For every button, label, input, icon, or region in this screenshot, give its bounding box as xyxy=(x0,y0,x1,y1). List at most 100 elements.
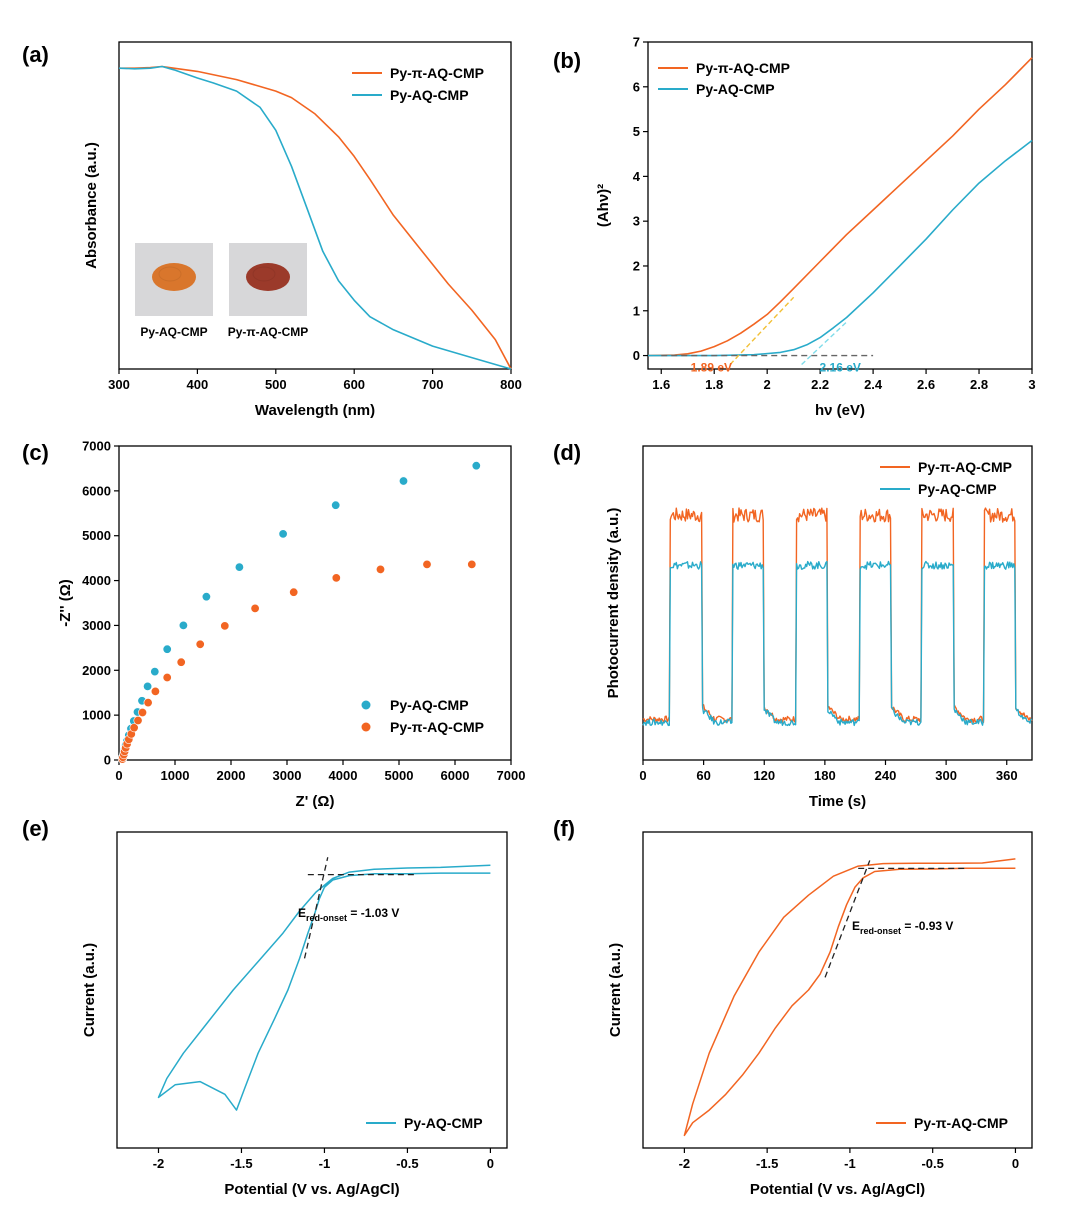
y-tick-label: 5 xyxy=(633,124,640,139)
series-line-py-pi-aq-cmp xyxy=(642,507,1033,723)
tangent-line xyxy=(824,860,871,978)
onset-main: E xyxy=(852,919,860,933)
x-tick-label: 300 xyxy=(108,377,130,392)
x-tick-label: 120 xyxy=(753,768,775,783)
cv-curve xyxy=(157,864,491,1111)
legend-label: Py-π-AQ-CMP xyxy=(696,60,790,76)
x-tick-label: 1.8 xyxy=(705,377,723,392)
x-tick-label: -2 xyxy=(153,1156,165,1171)
legend-label: Py-AQ-CMP xyxy=(390,87,469,103)
y-tick-label: 7000 xyxy=(82,439,111,454)
x-tick-label: 600 xyxy=(343,377,365,392)
x-tick-label: 500 xyxy=(265,377,287,392)
plot-frame xyxy=(118,41,512,370)
y-tick-label: 7 xyxy=(633,35,640,50)
series-line-py-pi-aq-cmp xyxy=(647,57,1033,357)
x-axis-title: hν (eV) xyxy=(815,402,865,419)
y-tick-label: 1000 xyxy=(82,708,111,723)
plot-frame xyxy=(642,831,1033,1149)
x-tick-label: -1.5 xyxy=(230,1156,252,1171)
data-point xyxy=(138,707,148,717)
x-axis-title: Potential (V vs. Ag/AgCl) xyxy=(750,1181,925,1198)
x-tick-label: 700 xyxy=(422,377,444,392)
chart-panel-b: (b) 1.6 1.8 2 2.2 2.4 2.6 2.8 3 0 1 2 3 4 5 6 7 hν (eV) (A… xyxy=(553,35,1036,420)
legend-label: Py-AQ-CMP xyxy=(696,81,775,97)
y-tick-label: 3000 xyxy=(82,618,111,633)
x-tick-label: -0.5 xyxy=(396,1156,418,1171)
data-point xyxy=(129,723,139,733)
y-tick-label: 4000 xyxy=(82,573,111,588)
y-axis-title: Absorbance (a.u.) xyxy=(83,142,100,269)
x-tick-label: 3 xyxy=(1028,377,1035,392)
bandgap-label: 1.89 eV xyxy=(691,361,732,375)
x-tick-label: 240 xyxy=(875,768,897,783)
x-tick-label: 4000 xyxy=(329,768,358,783)
y-tick-label: 3 xyxy=(633,214,640,229)
x-tick-label: 2 xyxy=(764,377,771,392)
plot-frame xyxy=(118,445,512,761)
y-tick-label: 1 xyxy=(633,303,640,318)
inset-caption: Py-AQ-CMP xyxy=(140,325,207,339)
x-tick-label: 0 xyxy=(487,1156,494,1171)
series-line-py-aq-cmp xyxy=(648,139,1033,357)
y-axis-title: Photocurrent density (a.u.) xyxy=(605,508,622,699)
plot-frame xyxy=(116,831,508,1149)
chart-panel-f: (f) -2 -1.5 -1 -0.5 0 Potential (V vs. Ag/AgCl… xyxy=(553,816,1033,1198)
data-point xyxy=(195,639,205,649)
x-tick-label: 3000 xyxy=(273,768,302,783)
y-tick-label: 0 xyxy=(104,753,111,768)
y-tick-label: 2000 xyxy=(82,663,111,678)
data-point xyxy=(176,657,186,667)
inset-caption: Py-π-AQ-CMP xyxy=(228,325,309,339)
data-point xyxy=(375,564,385,574)
onset-subscript: red-onset xyxy=(306,913,347,923)
x-axis-title: Potential (V vs. Ag/AgCl) xyxy=(224,1181,399,1198)
legend-label: Py-AQ-CMP xyxy=(390,697,469,713)
onset-value: = -0.93 V xyxy=(901,919,953,933)
cv-curve xyxy=(683,858,1016,1137)
panel-label: (c) xyxy=(22,440,49,465)
panel-label: (f) xyxy=(553,816,575,841)
legend-label: Py-π-AQ-CMP xyxy=(914,1115,1008,1131)
data-point xyxy=(133,715,143,725)
legend-label: Py-π-AQ-CMP xyxy=(918,459,1012,475)
y-tick-label: 6000 xyxy=(82,483,111,498)
x-tick-label: -0.5 xyxy=(921,1156,943,1171)
series-line-py-aq-cmp xyxy=(642,560,1033,727)
onset-value: = -1.03 V xyxy=(347,906,399,920)
onset-subscript: red-onset xyxy=(860,926,901,936)
x-tick-label: -1 xyxy=(319,1156,331,1171)
legend-marker xyxy=(361,722,371,732)
x-tick-label: 180 xyxy=(814,768,836,783)
panel-label: (e) xyxy=(22,816,49,841)
legend-label: Py-π-AQ-CMP xyxy=(390,719,484,735)
x-tick-label: -1 xyxy=(844,1156,856,1171)
y-tick-label: 5000 xyxy=(82,528,111,543)
x-tick-label: 0 xyxy=(639,768,646,783)
data-point xyxy=(162,672,172,682)
data-point xyxy=(178,620,188,630)
x-tick-label: 360 xyxy=(996,768,1018,783)
data-point xyxy=(331,500,341,510)
data-point xyxy=(250,603,260,613)
x-tick-label: 2.8 xyxy=(970,377,988,392)
chart-panel-a: (a) 300 400 500 600 700 800 Wavelength (nm) Abso… xyxy=(22,41,522,419)
onset-main: E xyxy=(298,906,306,920)
x-tick-label: 300 xyxy=(935,768,957,783)
y-tick-label: 2 xyxy=(633,258,640,273)
data-point xyxy=(143,698,153,708)
panel-label: (b) xyxy=(553,48,581,73)
data-point xyxy=(398,476,408,486)
data-point xyxy=(467,559,477,569)
y-tick-label: 6 xyxy=(633,79,640,94)
chart-panel-d: (d) 0 60 120 180 240 300 360 Time (s) Photocurren… xyxy=(553,440,1033,810)
data-point xyxy=(471,461,481,471)
legend-label: Py-π-AQ-CMP xyxy=(390,65,484,81)
y-axis-title: -Z'' (Ω) xyxy=(57,579,74,626)
data-point xyxy=(234,562,244,572)
y-axis-title: Current (a.u.) xyxy=(81,943,98,1037)
x-tick-label: 1.6 xyxy=(652,377,670,392)
y-tick-label: 4 xyxy=(633,169,641,184)
inset-powder-highlight xyxy=(252,266,276,282)
y-axis-title: Current (a.u.) xyxy=(607,943,624,1037)
